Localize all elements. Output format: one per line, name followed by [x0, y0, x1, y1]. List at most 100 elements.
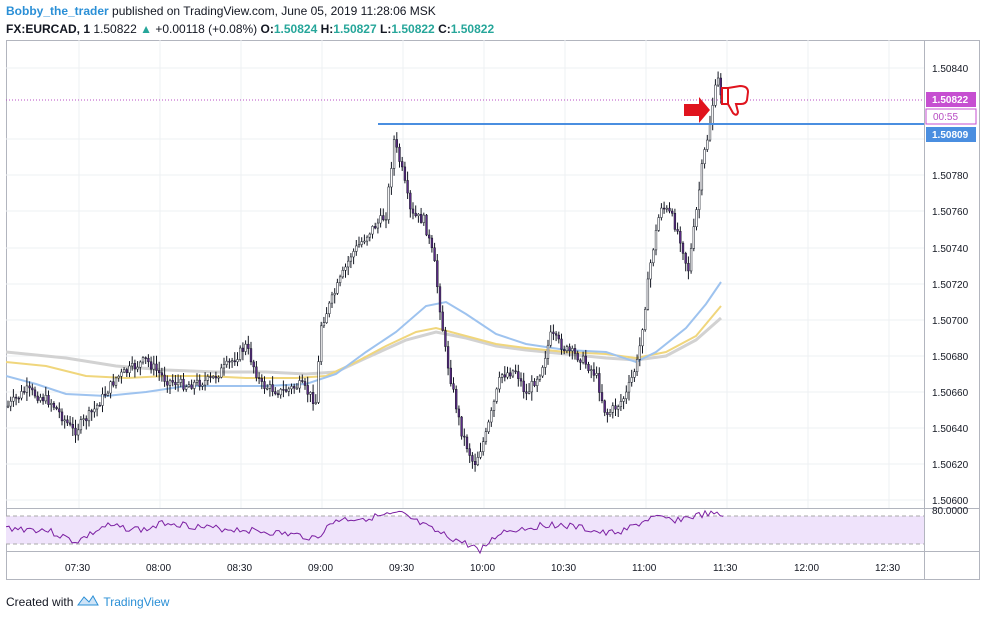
candle-body [482, 441, 485, 452]
candle-body [55, 407, 58, 410]
candle-body [652, 249, 655, 264]
candle-body [598, 373, 601, 393]
candle-body [606, 412, 609, 415]
candle-body [662, 207, 666, 210]
candle-body [698, 189, 701, 210]
candle-body [590, 369, 593, 371]
candle-body [428, 234, 431, 239]
candle-body [195, 379, 199, 383]
candle-body [511, 370, 515, 377]
candle-body [533, 381, 536, 386]
candle-body [176, 382, 180, 386]
candle-body [603, 400, 606, 413]
price-tick: 1.50740 [932, 244, 969, 255]
candle-body [47, 395, 50, 405]
candlestick-series[interactable] [6, 71, 725, 472]
candle-body [149, 361, 153, 370]
candle-body [498, 377, 501, 390]
close-value: 1.50822 [450, 22, 495, 36]
candle-body [212, 376, 215, 378]
candle-body [152, 363, 155, 370]
candle-body [168, 380, 172, 386]
author-link[interactable]: Bobby_the_trader [6, 4, 109, 18]
rsi-axis-label: 80.0000 [932, 506, 969, 517]
rsi-line [5, 509, 724, 555]
time-tick: 10:30 [551, 563, 576, 574]
candle-body [317, 361, 320, 403]
candle-body [444, 330, 447, 347]
candle-body [187, 384, 191, 387]
candle-body [68, 422, 72, 425]
candle-body [23, 391, 26, 393]
candle-body [136, 366, 139, 370]
time-tick: 09:00 [308, 563, 333, 574]
candle-body [39, 397, 42, 401]
candle-body [711, 105, 714, 125]
candle-body [203, 380, 207, 386]
candle-body [255, 366, 258, 378]
candle-body [708, 124, 712, 141]
chart-area[interactable]: 1.50840 1.50780 1.50760 1.50740 1.50720 … [5, 40, 980, 580]
candle-body [239, 347, 242, 360]
candle-body [514, 370, 517, 373]
candle-body [303, 381, 307, 386]
candle-body [625, 391, 628, 399]
candle-body [276, 393, 280, 396]
price-tick: 1.50600 [932, 496, 969, 507]
candle-body [87, 410, 91, 422]
candle-body [689, 248, 693, 272]
candle-body [490, 410, 493, 423]
candle-body [347, 260, 350, 268]
candle-body [646, 278, 650, 310]
candle-body [139, 361, 142, 368]
candle-body [538, 375, 542, 380]
candle-body [473, 461, 477, 466]
candle-body [457, 408, 461, 418]
candle-body [541, 367, 544, 377]
candle-body [336, 282, 339, 294]
chart-svg[interactable]: 1.50840 1.50780 1.50760 1.50740 1.50720 … [5, 40, 980, 580]
candle-body [568, 346, 571, 352]
candle-body [411, 208, 415, 214]
candle-body [549, 331, 552, 346]
tradingview-brand-link[interactable]: TradingView [103, 594, 170, 609]
candle-body [365, 236, 369, 242]
time-tick: 09:30 [389, 563, 414, 574]
candle-body [306, 385, 309, 395]
candle-body [676, 229, 679, 232]
candle-body [50, 403, 53, 405]
candle-body [298, 380, 301, 389]
candle-body [536, 378, 539, 386]
price-tick: 1.50720 [932, 280, 969, 291]
up-triangle-icon: ▲ [140, 22, 152, 36]
candle-body [174, 381, 177, 386]
candle-body [414, 212, 417, 217]
current-price-badge: 1.50822 00:55 [925, 92, 977, 125]
candle-body [487, 421, 490, 432]
candle-body [28, 385, 31, 389]
candle-body [201, 384, 204, 387]
candle-body [77, 429, 80, 436]
candle-body [492, 401, 496, 411]
last-price: 1.50822 [93, 22, 137, 36]
candle-body [98, 404, 101, 407]
candle-body [209, 376, 212, 378]
time-tick: 10:00 [470, 563, 495, 574]
candle-body [595, 373, 598, 376]
candle-body [719, 77, 722, 96]
candle-body [52, 403, 56, 408]
high-label: H: [320, 22, 334, 36]
candle-body [268, 384, 272, 389]
candle-body [309, 392, 312, 395]
price-tick: 1.50840 [932, 64, 969, 75]
candle-body [587, 363, 590, 371]
symbol-label[interactable]: FX:EURCAD, 1 [6, 22, 91, 36]
candle-body [671, 210, 674, 214]
candle-body [479, 451, 482, 458]
candle-body [436, 260, 439, 288]
candle-body [552, 331, 555, 334]
candle-body [131, 363, 134, 367]
candle-body [230, 360, 234, 363]
tradingview-logo-icon[interactable] [77, 594, 100, 609]
candle-body [449, 367, 452, 384]
